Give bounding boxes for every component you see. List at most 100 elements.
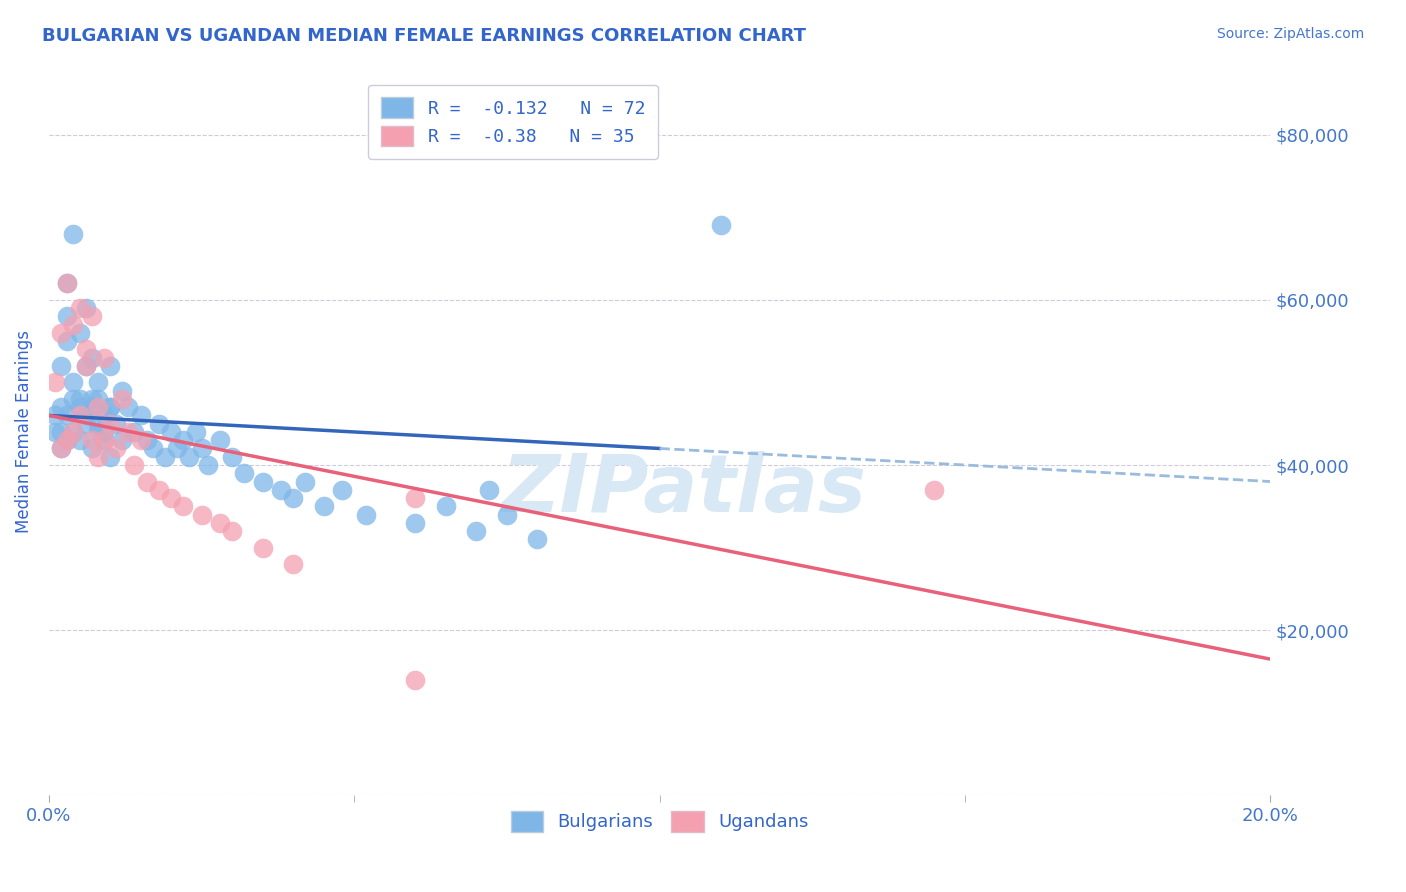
Point — [252, 541, 274, 555]
Point — [87, 400, 110, 414]
Point — [51, 442, 73, 456]
Point — [56, 409, 79, 423]
Point — [111, 384, 134, 398]
Point — [294, 475, 316, 489]
Point — [478, 483, 501, 497]
Point — [75, 417, 97, 431]
Point — [465, 524, 488, 538]
Point — [56, 310, 79, 324]
Y-axis label: Median Female Earnings: Median Female Earnings — [15, 330, 32, 533]
Point — [160, 425, 183, 439]
Point — [184, 425, 207, 439]
Point — [283, 491, 305, 505]
Point — [142, 442, 165, 456]
Point — [93, 351, 115, 365]
Point — [87, 425, 110, 439]
Point — [98, 400, 121, 414]
Point — [87, 376, 110, 390]
Point — [172, 500, 194, 514]
Point — [710, 219, 733, 233]
Point — [105, 442, 128, 456]
Point — [93, 409, 115, 423]
Point — [233, 467, 256, 481]
Point — [283, 557, 305, 571]
Point — [80, 392, 103, 406]
Point — [166, 442, 188, 456]
Point — [51, 326, 73, 340]
Point — [111, 392, 134, 406]
Text: Source: ZipAtlas.com: Source: ZipAtlas.com — [1216, 27, 1364, 41]
Point — [208, 434, 231, 448]
Point — [51, 425, 73, 439]
Point — [924, 483, 946, 497]
Point — [75, 343, 97, 357]
Point — [404, 673, 426, 687]
Point — [190, 442, 212, 456]
Point — [117, 425, 139, 439]
Point — [117, 400, 139, 414]
Point — [98, 400, 121, 414]
Point — [221, 524, 243, 538]
Point — [87, 450, 110, 464]
Point — [62, 425, 84, 439]
Point — [252, 475, 274, 489]
Point — [75, 409, 97, 423]
Point — [330, 483, 353, 497]
Point — [153, 450, 176, 464]
Point — [44, 425, 66, 439]
Point — [51, 359, 73, 373]
Legend: Bulgarians, Ugandans: Bulgarians, Ugandans — [498, 798, 821, 845]
Point — [129, 434, 152, 448]
Point — [135, 475, 157, 489]
Point — [190, 508, 212, 522]
Point — [93, 434, 115, 448]
Point — [270, 483, 292, 497]
Point — [80, 351, 103, 365]
Point — [111, 434, 134, 448]
Point — [62, 392, 84, 406]
Point — [160, 491, 183, 505]
Point — [148, 417, 170, 431]
Point — [51, 400, 73, 414]
Point — [69, 409, 91, 423]
Point — [56, 434, 79, 448]
Point — [56, 277, 79, 291]
Text: ZIPatlas: ZIPatlas — [502, 451, 866, 529]
Point — [69, 326, 91, 340]
Point — [80, 434, 103, 448]
Point — [434, 500, 457, 514]
Point — [51, 442, 73, 456]
Point — [69, 301, 91, 315]
Point — [62, 376, 84, 390]
Point — [87, 417, 110, 431]
Point — [148, 483, 170, 497]
Point — [80, 442, 103, 456]
Point — [98, 417, 121, 431]
Point — [98, 450, 121, 464]
Text: BULGARIAN VS UGANDAN MEDIAN FEMALE EARNINGS CORRELATION CHART: BULGARIAN VS UGANDAN MEDIAN FEMALE EARNI… — [42, 27, 806, 45]
Point — [356, 508, 378, 522]
Point — [69, 434, 91, 448]
Point — [135, 434, 157, 448]
Point — [62, 227, 84, 241]
Point — [526, 533, 548, 547]
Point — [208, 516, 231, 530]
Point — [44, 409, 66, 423]
Point — [129, 409, 152, 423]
Point — [93, 425, 115, 439]
Point — [56, 434, 79, 448]
Point — [87, 392, 110, 406]
Point — [98, 359, 121, 373]
Point — [404, 516, 426, 530]
Point — [172, 434, 194, 448]
Point — [44, 376, 66, 390]
Point — [56, 334, 79, 348]
Point — [80, 400, 103, 414]
Point — [62, 318, 84, 332]
Point — [62, 425, 84, 439]
Point — [124, 458, 146, 472]
Point — [221, 450, 243, 464]
Point — [75, 301, 97, 315]
Point — [312, 500, 335, 514]
Point — [105, 417, 128, 431]
